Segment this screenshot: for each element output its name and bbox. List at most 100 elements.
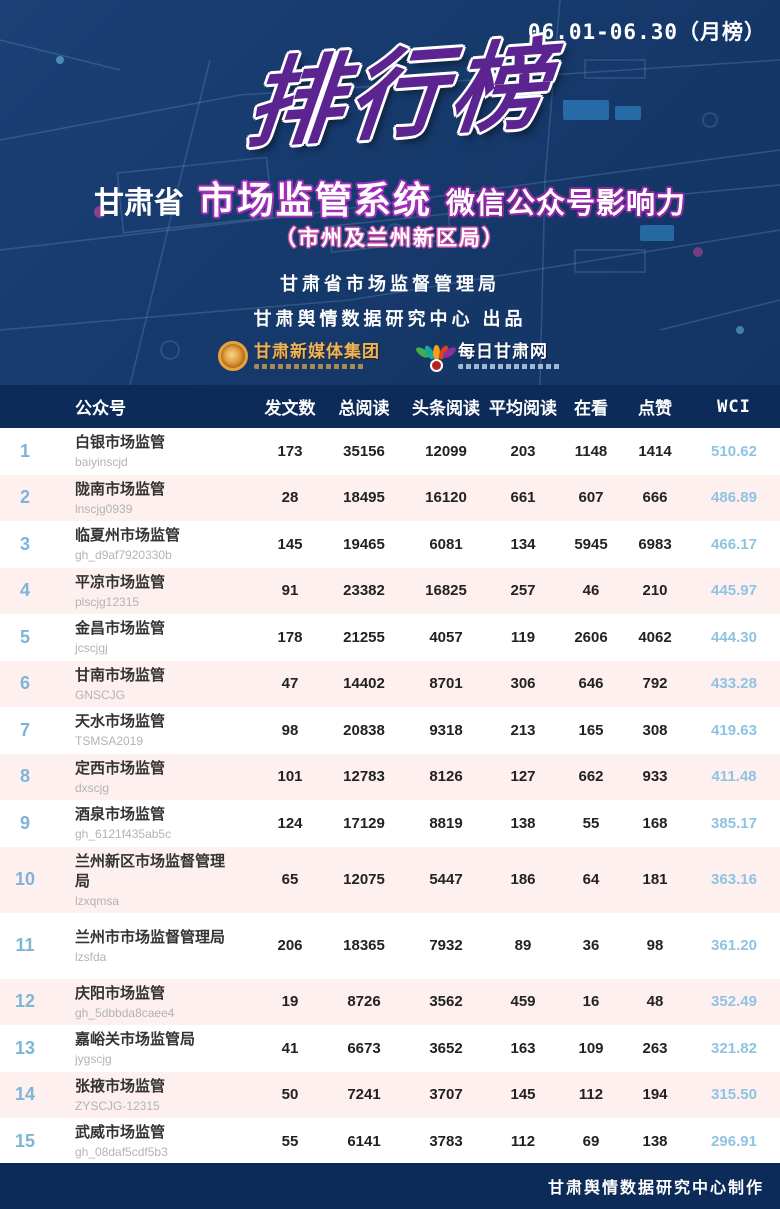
total-reads-value: 18495 xyxy=(343,489,385,507)
wci-value: 315.50 xyxy=(711,1086,757,1104)
wci-value: 486.89 xyxy=(711,489,757,507)
rank-number: 13 xyxy=(14,1037,36,1058)
avg-reads-value: 661 xyxy=(510,489,536,507)
likes-value: 98 xyxy=(646,937,664,955)
account-name: 甘南市场监管 xyxy=(75,666,166,684)
main-title: 甘肃省 市场监管系统 微信公众号影响力 xyxy=(0,170,780,224)
total-reads-value: 6673 xyxy=(347,1039,381,1057)
wci-value: 510.62 xyxy=(711,442,757,460)
account-cell: 临夏州市场监管 gh_d9af7920330b xyxy=(50,521,258,567)
total-reads-value: 23382 xyxy=(343,582,385,600)
gansu-new-media-logo-subline xyxy=(254,364,366,370)
total-reads-value: 35156 xyxy=(343,442,385,460)
posts-value: 101 xyxy=(277,768,303,786)
total-reads-value: 6141 xyxy=(347,1132,381,1150)
title-prefix: 甘肃省 xyxy=(93,187,184,220)
likes-value: 4062 xyxy=(638,628,672,646)
posts-value: 98 xyxy=(281,721,299,739)
watching-value: 2606 xyxy=(574,628,608,646)
wci-value: 444.30 xyxy=(711,628,757,646)
title-suffix: 微信公众号影响力 xyxy=(445,188,686,220)
rank-number: 3 xyxy=(19,533,30,554)
headline-reads-value: 7932 xyxy=(429,937,463,955)
table-row: 11 兰州市市场监督管理局 lzsfda 206 18365 7932 89 3… xyxy=(0,913,780,979)
headline-reads-value: 6081 xyxy=(429,535,463,553)
account-cell: 金昌市场监管 jcscjgj xyxy=(50,614,258,660)
watching-value: 5945 xyxy=(574,535,608,553)
subtitle: （市州及兰州新区局） xyxy=(275,227,505,250)
headline-reads-value: 8819 xyxy=(429,814,463,832)
watching-value: 46 xyxy=(582,582,600,600)
account-name: 平凉市场监管 xyxy=(75,573,166,591)
account-id: gh_08daf5cdf5b3 xyxy=(75,1145,168,1160)
watching-value: 109 xyxy=(578,1039,604,1057)
wci-value: 321.82 xyxy=(711,1039,757,1057)
header-avg-reads: 平均阅读 xyxy=(489,399,557,418)
rank-number: 14 xyxy=(14,1084,36,1105)
avg-reads-value: 145 xyxy=(510,1086,536,1104)
total-reads-value: 20838 xyxy=(343,721,385,739)
avg-reads-value: 213 xyxy=(510,721,536,739)
watching-value: 662 xyxy=(578,768,604,786)
circuit-background-decoration xyxy=(0,0,780,385)
avg-reads-value: 134 xyxy=(510,535,536,553)
header-likes: 点赞 xyxy=(638,399,672,418)
watching-value: 1148 xyxy=(574,442,608,460)
account-id: gh_d9af7920330b xyxy=(75,548,172,563)
account-id: dxscjg xyxy=(75,780,110,795)
wci-value: 445.97 xyxy=(711,582,757,600)
daily-gansu-logo-text: 每日甘肃网 xyxy=(458,341,548,361)
table-row: 2 陇南市场监管 lnscjg0939 28 18495 16120 661 6… xyxy=(0,474,780,521)
date-range-label: 06.01-06.30（月榜） xyxy=(527,20,766,44)
watching-value: 64 xyxy=(582,871,600,889)
header-headline-reads: 头条阅读 xyxy=(412,399,480,418)
headline-reads-value: 9318 xyxy=(429,721,463,739)
wci-value: 433.28 xyxy=(711,675,757,693)
account-id: plscjg12315 xyxy=(75,594,140,609)
headline-reads-value: 8701 xyxy=(429,675,463,693)
headline-reads-value: 16120 xyxy=(425,489,467,507)
total-reads-value: 18365 xyxy=(343,937,385,955)
account-name: 临夏州市场监管 xyxy=(75,527,181,545)
wci-value: 419.63 xyxy=(711,721,757,739)
title-main: 市场监管系统 xyxy=(197,180,432,221)
headline-reads-value: 3652 xyxy=(429,1039,463,1057)
table-row: 14 张掖市场监管 ZYSCJG-12315 50 7241 3707 145 … xyxy=(0,1071,780,1118)
account-id: GNSCJG xyxy=(75,687,126,702)
header-wci: WCI xyxy=(717,396,751,417)
posts-value: 145 xyxy=(277,535,303,553)
rank-number: 8 xyxy=(19,766,30,787)
posts-value: 91 xyxy=(281,582,299,600)
likes-value: 6983 xyxy=(638,535,672,553)
calligraphy-title: 排行榜 xyxy=(10,27,780,162)
watching-value: 36 xyxy=(582,937,600,955)
total-reads-value: 17129 xyxy=(343,814,385,832)
headline-reads-value: 4057 xyxy=(429,628,463,646)
account-name: 兰州新区市场监督管理局 xyxy=(75,852,226,890)
account-name: 张掖市场监管 xyxy=(75,1077,166,1095)
account-name: 定西市场监管 xyxy=(75,759,166,777)
likes-value: 168 xyxy=(642,814,668,832)
posts-value: 206 xyxy=(277,937,303,955)
table-row: 15 武威市场监管 gh_08daf5cdf5b3 55 6141 3783 1… xyxy=(0,1118,780,1165)
watching-value: 607 xyxy=(578,489,604,507)
avg-reads-value: 203 xyxy=(510,442,536,460)
header-total-reads: 总阅读 xyxy=(338,399,390,418)
posts-value: 47 xyxy=(281,675,299,693)
table-body: 1 白银市场监管 baiyinscjd 173 35156 12099 203 … xyxy=(0,428,780,1165)
wci-value: 352.49 xyxy=(711,993,757,1011)
account-name: 陇南市场监管 xyxy=(75,480,166,498)
table-row: 6 甘南市场监管 GNSCJG 47 14402 8701 306 646 79… xyxy=(0,660,780,707)
account-name: 酒泉市场监管 xyxy=(75,806,166,824)
header-watching: 在看 xyxy=(574,399,608,418)
account-cell: 张掖市场监管 ZYSCJG-12315 xyxy=(50,1072,258,1118)
total-reads-value: 21255 xyxy=(343,628,385,646)
posts-value: 65 xyxy=(281,871,299,889)
headline-reads-value: 3562 xyxy=(429,993,463,1011)
likes-value: 263 xyxy=(642,1039,668,1057)
account-id: lnscjg0939 xyxy=(75,501,133,516)
producer-line-2: 甘肃舆情数据研究中心 出品 xyxy=(253,309,527,329)
posts-value: 173 xyxy=(277,442,303,460)
likes-value: 792 xyxy=(642,675,668,693)
gansu-new-media-logo-text: 甘肃新媒体集团 xyxy=(254,341,380,361)
